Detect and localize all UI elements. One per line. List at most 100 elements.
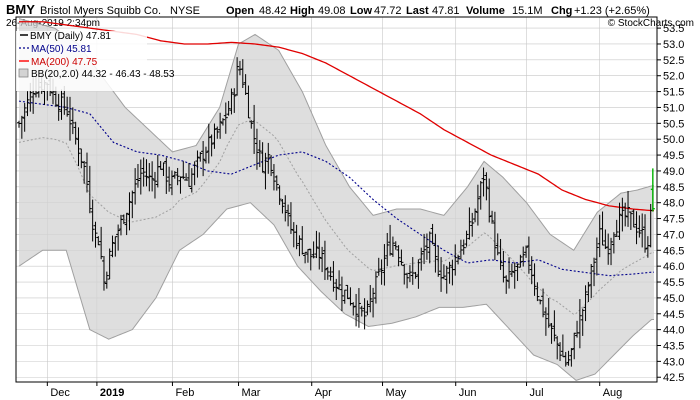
y-tick-label: 51.5 bbox=[663, 87, 684, 99]
bb-middle-line bbox=[18, 119, 654, 315]
ohlc-bar bbox=[521, 246, 526, 267]
legend-ma50: MA(50) 45.81 bbox=[31, 44, 92, 55]
legend-ma200: MA(200) 47.75 bbox=[31, 57, 98, 68]
ohlc-bar bbox=[603, 229, 608, 250]
legend: BMY (Daily) 47.81 MA(50) 45.81 MA(200) 4… bbox=[16, 31, 175, 91]
ohlc-bar bbox=[379, 259, 384, 285]
ohlc-bar bbox=[626, 190, 631, 227]
ohlc-bar bbox=[478, 181, 483, 210]
ohlc-bar bbox=[549, 323, 554, 344]
ohlc-bar bbox=[614, 219, 619, 237]
ohlc-bar bbox=[317, 232, 322, 270]
ohlc-bar bbox=[212, 123, 217, 149]
ohlc-bar bbox=[110, 235, 115, 258]
ohlc-bar bbox=[458, 239, 463, 260]
ohlc-bar bbox=[416, 259, 421, 289]
ohlc-bar bbox=[487, 178, 492, 223]
low-label: Low bbox=[350, 5, 372, 17]
ohlc-bar bbox=[396, 245, 401, 267]
ohlc-bar bbox=[252, 104, 257, 154]
ohlc-bar bbox=[594, 237, 599, 276]
high-value: 49.08 bbox=[318, 5, 346, 17]
ohlc-bar bbox=[376, 257, 381, 276]
ohlc-bar bbox=[277, 185, 282, 205]
ohlc-bar bbox=[192, 161, 197, 186]
ohlc-bar bbox=[82, 160, 87, 184]
ohlc-bar bbox=[269, 155, 274, 177]
x-tick-label: Feb bbox=[175, 387, 194, 399]
ohlc-bar bbox=[467, 207, 472, 240]
ohlc-bar bbox=[490, 210, 495, 224]
ohlc-bar bbox=[427, 231, 432, 264]
ohlc-bar bbox=[538, 299, 543, 305]
y-tick-label: 44.0 bbox=[663, 325, 684, 337]
ohlc-bar bbox=[634, 211, 639, 245]
company-name: Bristol Myers Squibb Co. bbox=[40, 5, 161, 17]
y-tick-label: 53.0 bbox=[663, 39, 684, 51]
y-tick-label: 53.5 bbox=[663, 23, 684, 35]
ohlc-bar bbox=[229, 88, 234, 115]
ohlc-bar bbox=[385, 232, 390, 267]
x-tick-label: May bbox=[386, 387, 407, 399]
ohlc-bar bbox=[271, 164, 276, 191]
ohlc-bar bbox=[481, 167, 486, 197]
ohlc-bar bbox=[116, 224, 121, 251]
ohlc-bar bbox=[362, 298, 367, 330]
x-tick-label: Aug bbox=[603, 387, 623, 399]
exchange-label: NYSE bbox=[170, 5, 200, 17]
ohlc-bar bbox=[19, 115, 24, 139]
y-tick-label: 48.5 bbox=[663, 182, 684, 194]
volume-value: 15.1M bbox=[512, 5, 543, 17]
y-tick-label: 43.5 bbox=[663, 341, 684, 353]
ohlc-bar bbox=[328, 266, 333, 281]
ohlc-bar bbox=[532, 263, 537, 296]
ohlc-bar bbox=[67, 96, 72, 141]
ohlc-bar bbox=[419, 247, 424, 271]
ohlc-bar bbox=[512, 262, 517, 289]
ohlc-bar bbox=[606, 233, 611, 265]
y-tick-label: 47.0 bbox=[663, 229, 684, 241]
ohlc-bar bbox=[311, 241, 316, 259]
ohlc-bar bbox=[87, 165, 92, 214]
last-label: Last bbox=[406, 5, 429, 17]
ohlc-bar bbox=[456, 254, 461, 265]
y-tick-label: 52.5 bbox=[663, 55, 684, 67]
ohlc-bar bbox=[541, 288, 546, 318]
y-tick-label: 52.0 bbox=[663, 71, 684, 83]
ohlc-bar bbox=[388, 224, 393, 256]
x-tick-label: Mar bbox=[242, 387, 261, 399]
ohlc-bar bbox=[186, 163, 191, 187]
ohlc-bar bbox=[152, 171, 157, 199]
ohlc-bar bbox=[283, 195, 288, 222]
ohlc-bar bbox=[623, 202, 628, 227]
ohlc-bar bbox=[99, 226, 104, 260]
ohlc-bar bbox=[96, 236, 101, 246]
ohlc-bar bbox=[447, 261, 452, 284]
ohlc-bar bbox=[413, 271, 418, 279]
ohlc-bar bbox=[209, 134, 214, 157]
ohlc-bar bbox=[294, 224, 299, 250]
ohlc-bar bbox=[354, 293, 359, 327]
y-tick-label: 48.0 bbox=[663, 198, 684, 210]
price-bars bbox=[17, 57, 655, 367]
ohlc-bar bbox=[617, 202, 622, 240]
ohlc-bar bbox=[637, 215, 642, 238]
ohlc-bar bbox=[368, 285, 373, 313]
y-tick-label: 45.0 bbox=[663, 293, 684, 305]
ohlc-bar bbox=[59, 89, 64, 120]
ohlc-bar bbox=[150, 161, 155, 192]
ohlc-bar bbox=[65, 96, 70, 117]
ohlc-bar bbox=[121, 214, 126, 224]
ohlc-bar bbox=[405, 272, 410, 289]
ohlc-bar bbox=[461, 239, 466, 255]
ohlc-bar bbox=[444, 265, 449, 294]
plot-frame bbox=[15, 16, 658, 383]
ohlc-bar bbox=[113, 236, 118, 257]
ohlc-bar bbox=[345, 284, 350, 300]
ohlc-bar bbox=[393, 241, 398, 250]
ohlc-bar bbox=[609, 237, 614, 266]
last-value: 47.81 bbox=[432, 5, 460, 17]
ohlc-bar bbox=[73, 121, 78, 145]
y-tick-label: 44.5 bbox=[663, 309, 684, 321]
volume-label: Volume bbox=[466, 5, 505, 17]
